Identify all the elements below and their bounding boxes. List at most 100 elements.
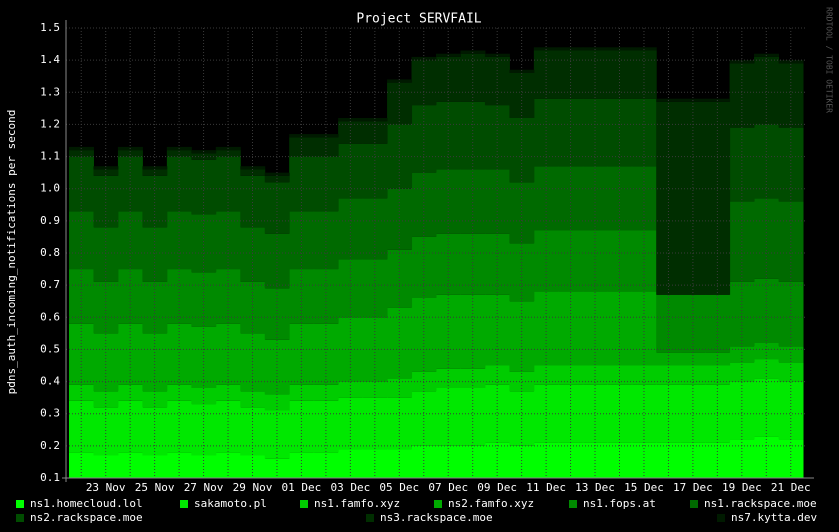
area-segment bbox=[93, 175, 119, 228]
legend-label: ns7.kytta.dev bbox=[731, 511, 817, 524]
area-segment bbox=[509, 69, 535, 73]
x-tick-label: 09 Dec bbox=[477, 481, 517, 494]
area-segment bbox=[313, 384, 339, 401]
area-segment bbox=[166, 323, 192, 385]
area-segment bbox=[313, 211, 339, 270]
area-segment bbox=[484, 169, 510, 234]
area-segment bbox=[729, 362, 755, 382]
x-tick-label: 21 Dec bbox=[771, 481, 811, 494]
area-segment bbox=[289, 452, 315, 478]
area-segment bbox=[656, 365, 682, 385]
y-tick-label: 1.0 bbox=[40, 182, 60, 195]
legend-swatch bbox=[180, 500, 188, 508]
area-segment bbox=[313, 323, 339, 385]
area-segment bbox=[69, 269, 94, 324]
area-segment bbox=[729, 281, 755, 347]
area-segment bbox=[338, 118, 364, 122]
area-segment bbox=[338, 143, 364, 199]
area-segment bbox=[142, 175, 168, 228]
area-segment bbox=[93, 166, 119, 170]
area-segment bbox=[607, 230, 633, 292]
area-segment bbox=[533, 47, 559, 51]
area-segment bbox=[607, 365, 633, 385]
area-segment bbox=[166, 156, 192, 212]
area-segment bbox=[69, 323, 94, 385]
y-tick-label: 1.1 bbox=[40, 150, 60, 163]
area-segment bbox=[509, 371, 535, 392]
y-tick-label: 1.2 bbox=[40, 117, 60, 130]
area-segment bbox=[166, 400, 192, 453]
area-segment bbox=[436, 368, 461, 388]
area-segment bbox=[191, 272, 217, 327]
area-segment bbox=[387, 397, 413, 450]
area-segment bbox=[509, 445, 535, 478]
area-segment bbox=[460, 169, 486, 234]
area-segment bbox=[117, 156, 143, 212]
area-segment bbox=[607, 166, 633, 231]
area-segment bbox=[680, 352, 706, 366]
area-segment bbox=[264, 458, 290, 478]
area-segment bbox=[338, 121, 364, 144]
x-tick-label: 03 Dec bbox=[330, 481, 370, 494]
area-segment bbox=[533, 230, 559, 292]
area-segment bbox=[289, 400, 315, 453]
area-segment bbox=[215, 384, 241, 401]
area-segment bbox=[387, 79, 413, 83]
area-segment bbox=[558, 230, 584, 292]
area-segment bbox=[166, 384, 192, 401]
area-segment bbox=[362, 143, 388, 199]
area-segment bbox=[264, 288, 290, 340]
area-segment bbox=[631, 365, 657, 385]
area-segment bbox=[778, 281, 804, 347]
area-segment bbox=[362, 397, 388, 450]
y-tick-label: 0.8 bbox=[40, 246, 60, 259]
y-tick-label: 1.4 bbox=[40, 53, 60, 66]
area-segment bbox=[69, 156, 94, 212]
area-segment bbox=[240, 175, 266, 228]
area-segment bbox=[69, 452, 94, 478]
x-tick-label: 25 Nov bbox=[135, 481, 175, 494]
x-tick-label: 17 Dec bbox=[673, 481, 713, 494]
chart-title: Project SERVFAIL bbox=[356, 12, 481, 27]
y-tick-label: 0.1 bbox=[40, 471, 60, 484]
area-segment bbox=[778, 346, 804, 363]
area-segment bbox=[313, 156, 339, 212]
area-segment bbox=[436, 445, 461, 478]
area-segment bbox=[289, 137, 315, 157]
area-segment bbox=[460, 368, 486, 388]
legend-label: ns1.famfo.xyz bbox=[314, 497, 400, 510]
y-axis-label: pdns_auth_incoming_notifications per sec… bbox=[5, 110, 18, 395]
area-segment bbox=[411, 236, 437, 298]
area-segment bbox=[117, 269, 143, 324]
area-segment bbox=[411, 105, 437, 173]
area-segment bbox=[93, 391, 119, 408]
x-tick-label: 29 Nov bbox=[233, 481, 273, 494]
area-segment bbox=[240, 166, 266, 170]
area-segment bbox=[264, 233, 290, 289]
area-segment bbox=[582, 166, 608, 231]
area-segment bbox=[509, 182, 535, 244]
area-segment bbox=[215, 323, 241, 385]
area-segment bbox=[93, 227, 119, 282]
x-tick-label: 05 Dec bbox=[379, 481, 419, 494]
area-segment bbox=[264, 172, 290, 176]
area-segment bbox=[509, 118, 535, 183]
legend-swatch bbox=[300, 500, 308, 508]
area-segment bbox=[264, 394, 290, 411]
y-tick-label: 0.5 bbox=[40, 342, 60, 355]
area-segment bbox=[631, 230, 657, 292]
area-segment bbox=[582, 365, 608, 385]
area-segment bbox=[484, 105, 510, 170]
area-segment bbox=[778, 63, 804, 128]
x-tick-label: 15 Dec bbox=[624, 481, 664, 494]
area-segment bbox=[117, 211, 143, 270]
x-tick-label: 27 Nov bbox=[184, 481, 224, 494]
area-segment bbox=[313, 137, 339, 157]
area-segment bbox=[289, 134, 315, 138]
legend-label: ns3.rackspace.moe bbox=[380, 511, 493, 524]
watermark: RRDTOOL / TOBI OETIKER bbox=[825, 7, 834, 113]
area-segment bbox=[191, 388, 217, 405]
area-segment bbox=[142, 166, 168, 170]
area-segment bbox=[289, 269, 315, 324]
area-segment bbox=[582, 98, 608, 167]
